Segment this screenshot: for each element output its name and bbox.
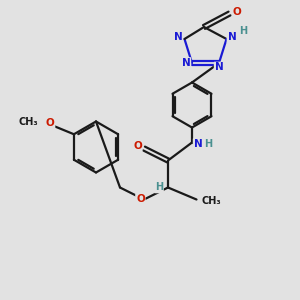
Text: N: N: [182, 58, 190, 68]
Text: N: N: [227, 32, 236, 43]
Text: O: O: [133, 141, 142, 151]
Text: H: H: [239, 26, 247, 36]
Text: O: O: [46, 118, 55, 128]
Text: N: N: [173, 32, 182, 43]
Text: N: N: [214, 62, 224, 73]
Text: H: H: [204, 139, 213, 149]
Text: O: O: [136, 194, 145, 205]
Text: CH₃: CH₃: [201, 196, 220, 206]
Text: N: N: [194, 139, 202, 149]
Text: CH₃: CH₃: [19, 117, 38, 127]
Text: O: O: [232, 7, 242, 17]
Text: H: H: [155, 182, 163, 193]
